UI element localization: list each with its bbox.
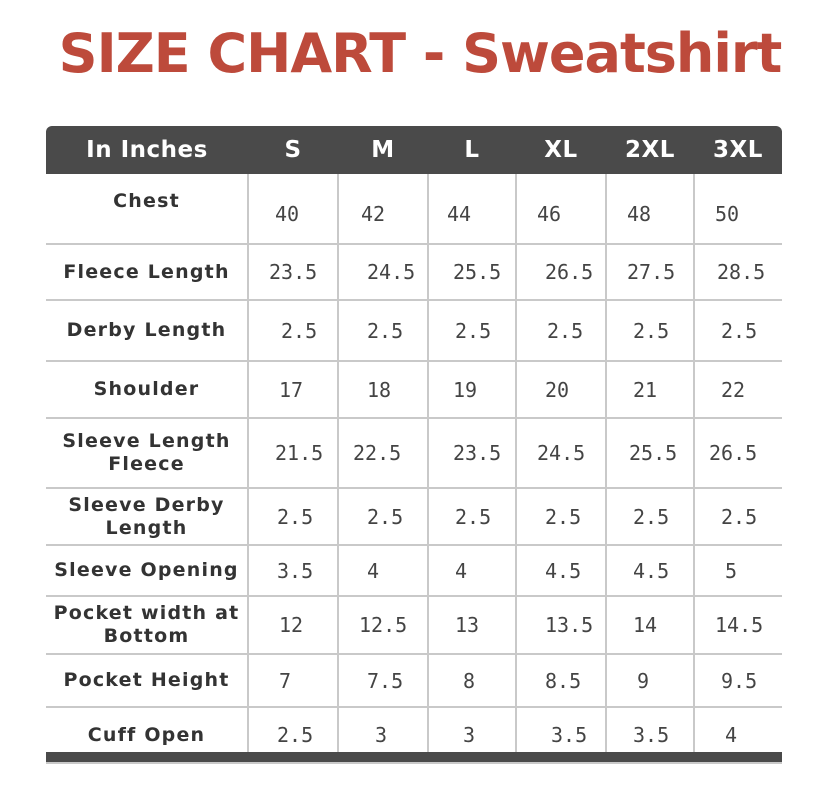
table-cell: 24.5 [337,243,429,301]
table-row: Sleeve Length Fleece 21.5 22.5 23.5 24.5… [46,417,782,489]
table-row: Derby Length 2.5 2.5 2.5 2.5 2.5 2.5 [46,299,782,362]
table-bottom-bar [46,752,782,762]
table-cell: 7 [247,653,339,708]
table-row: Chest 40 42 44 46 48 50 [46,174,782,245]
row-label: Cuff Open [46,706,249,764]
table-cell: 12 [247,595,339,655]
table-cell: 8 [427,653,517,708]
row-label: Pocket Height [46,653,249,708]
table-cell: 22 [693,360,782,419]
table-row: Fleece Length 23.5 24.5 25.5 26.5 27.5 2… [46,243,782,301]
header-size-s: S [248,126,338,174]
table-cell: 3.5 [247,544,339,597]
table-cell: 17 [247,360,339,419]
header-size-l: L [428,126,516,174]
table-cell: 9.5 [693,653,782,708]
table-cell: 14.5 [693,595,782,655]
table-cell: 19 [427,360,517,419]
header-unit: In Inches [46,126,248,174]
table-cell: 18 [337,360,429,419]
table-cell: 4.5 [515,544,607,597]
table-row: Sleeve Opening 3.5 4 4 4.5 4.5 5 [46,544,782,597]
table-cell: 40 [247,174,339,245]
row-label: Sleeve Length Fleece [46,417,249,489]
table-cell: 14 [605,595,695,655]
table-cell: 2.5 [515,487,607,546]
table-cell: 2.5 [693,299,782,362]
table-cell: 4 [337,544,429,597]
table-cell: 44 [427,174,517,245]
table-cell: 5 [693,544,782,597]
table-cell: 2.5 [337,487,429,546]
table-row: Shoulder 17 18 19 20 21 22 [46,360,782,419]
table-cell: 2.5 [247,299,339,362]
row-label: Shoulder [46,360,249,419]
table-cell: 7.5 [337,653,429,708]
row-label: Fleece Length [46,243,249,301]
table-cell: 8.5 [515,653,607,708]
table-cell: 20 [515,360,607,419]
table-cell: 9 [605,653,695,708]
header-size-xl: XL [516,126,606,174]
table-row: Sleeve Derby Length 2.5 2.5 2.5 2.5 2.5 … [46,487,782,546]
table-cell: 46 [515,174,607,245]
table-cell: 26.5 [693,417,782,489]
table-row: Pocket width at Bottom 12 12.5 13 13.5 1… [46,595,782,655]
table-cell: 2.5 [427,487,517,546]
row-label: Sleeve Opening [46,544,249,597]
header-size-3xl: 3XL [694,126,782,174]
table-cell: 25.5 [605,417,695,489]
table-cell: 25.5 [427,243,517,301]
table-cell: 28.5 [693,243,782,301]
header-size-2xl: 2XL [606,126,694,174]
table-cell: 42 [337,174,429,245]
header-row: In Inches S M L XL 2XL 3XL [46,126,782,174]
table-cell: 4 [427,544,517,597]
table-cell: 2.5 [693,487,782,546]
header-size-m: M [338,126,428,174]
table-cell: 26.5 [515,243,607,301]
row-label: Pocket width at Bottom [46,595,249,655]
row-label: Sleeve Derby Length [46,487,249,546]
table-cell: 23.5 [427,417,517,489]
table-cell: 50 [693,174,782,245]
size-chart-table: In Inches S M L XL 2XL 3XL Chest 40 42 4… [46,126,782,764]
page-title: SIZE CHART - Sweatshirt [58,22,783,85]
table-cell: 2.5 [515,299,607,362]
table-cell: 12.5 [337,595,429,655]
table-cell: 4.5 [605,544,695,597]
table-cell: 2.5 [605,299,695,362]
row-label: Derby Length [46,299,249,362]
row-label: Chest [46,174,249,245]
table-row: Pocket Height 7 7.5 8 8.5 9 9.5 [46,653,782,708]
table-cell: 23.5 [247,243,339,301]
table-cell: 2.5 [427,299,517,362]
table-cell: 2.5 [247,487,339,546]
table-cell: 21 [605,360,695,419]
table-cell: 2.5 [605,487,695,546]
table-cell: 21.5 [247,417,339,489]
table-cell: 22.5 [337,417,429,489]
table-cell: 27.5 [605,243,695,301]
table-cell: 2.5 [337,299,429,362]
table-cell: 13.5 [515,595,607,655]
table-cell: 13 [427,595,517,655]
table-cell: 48 [605,174,695,245]
table-cell: 24.5 [515,417,607,489]
